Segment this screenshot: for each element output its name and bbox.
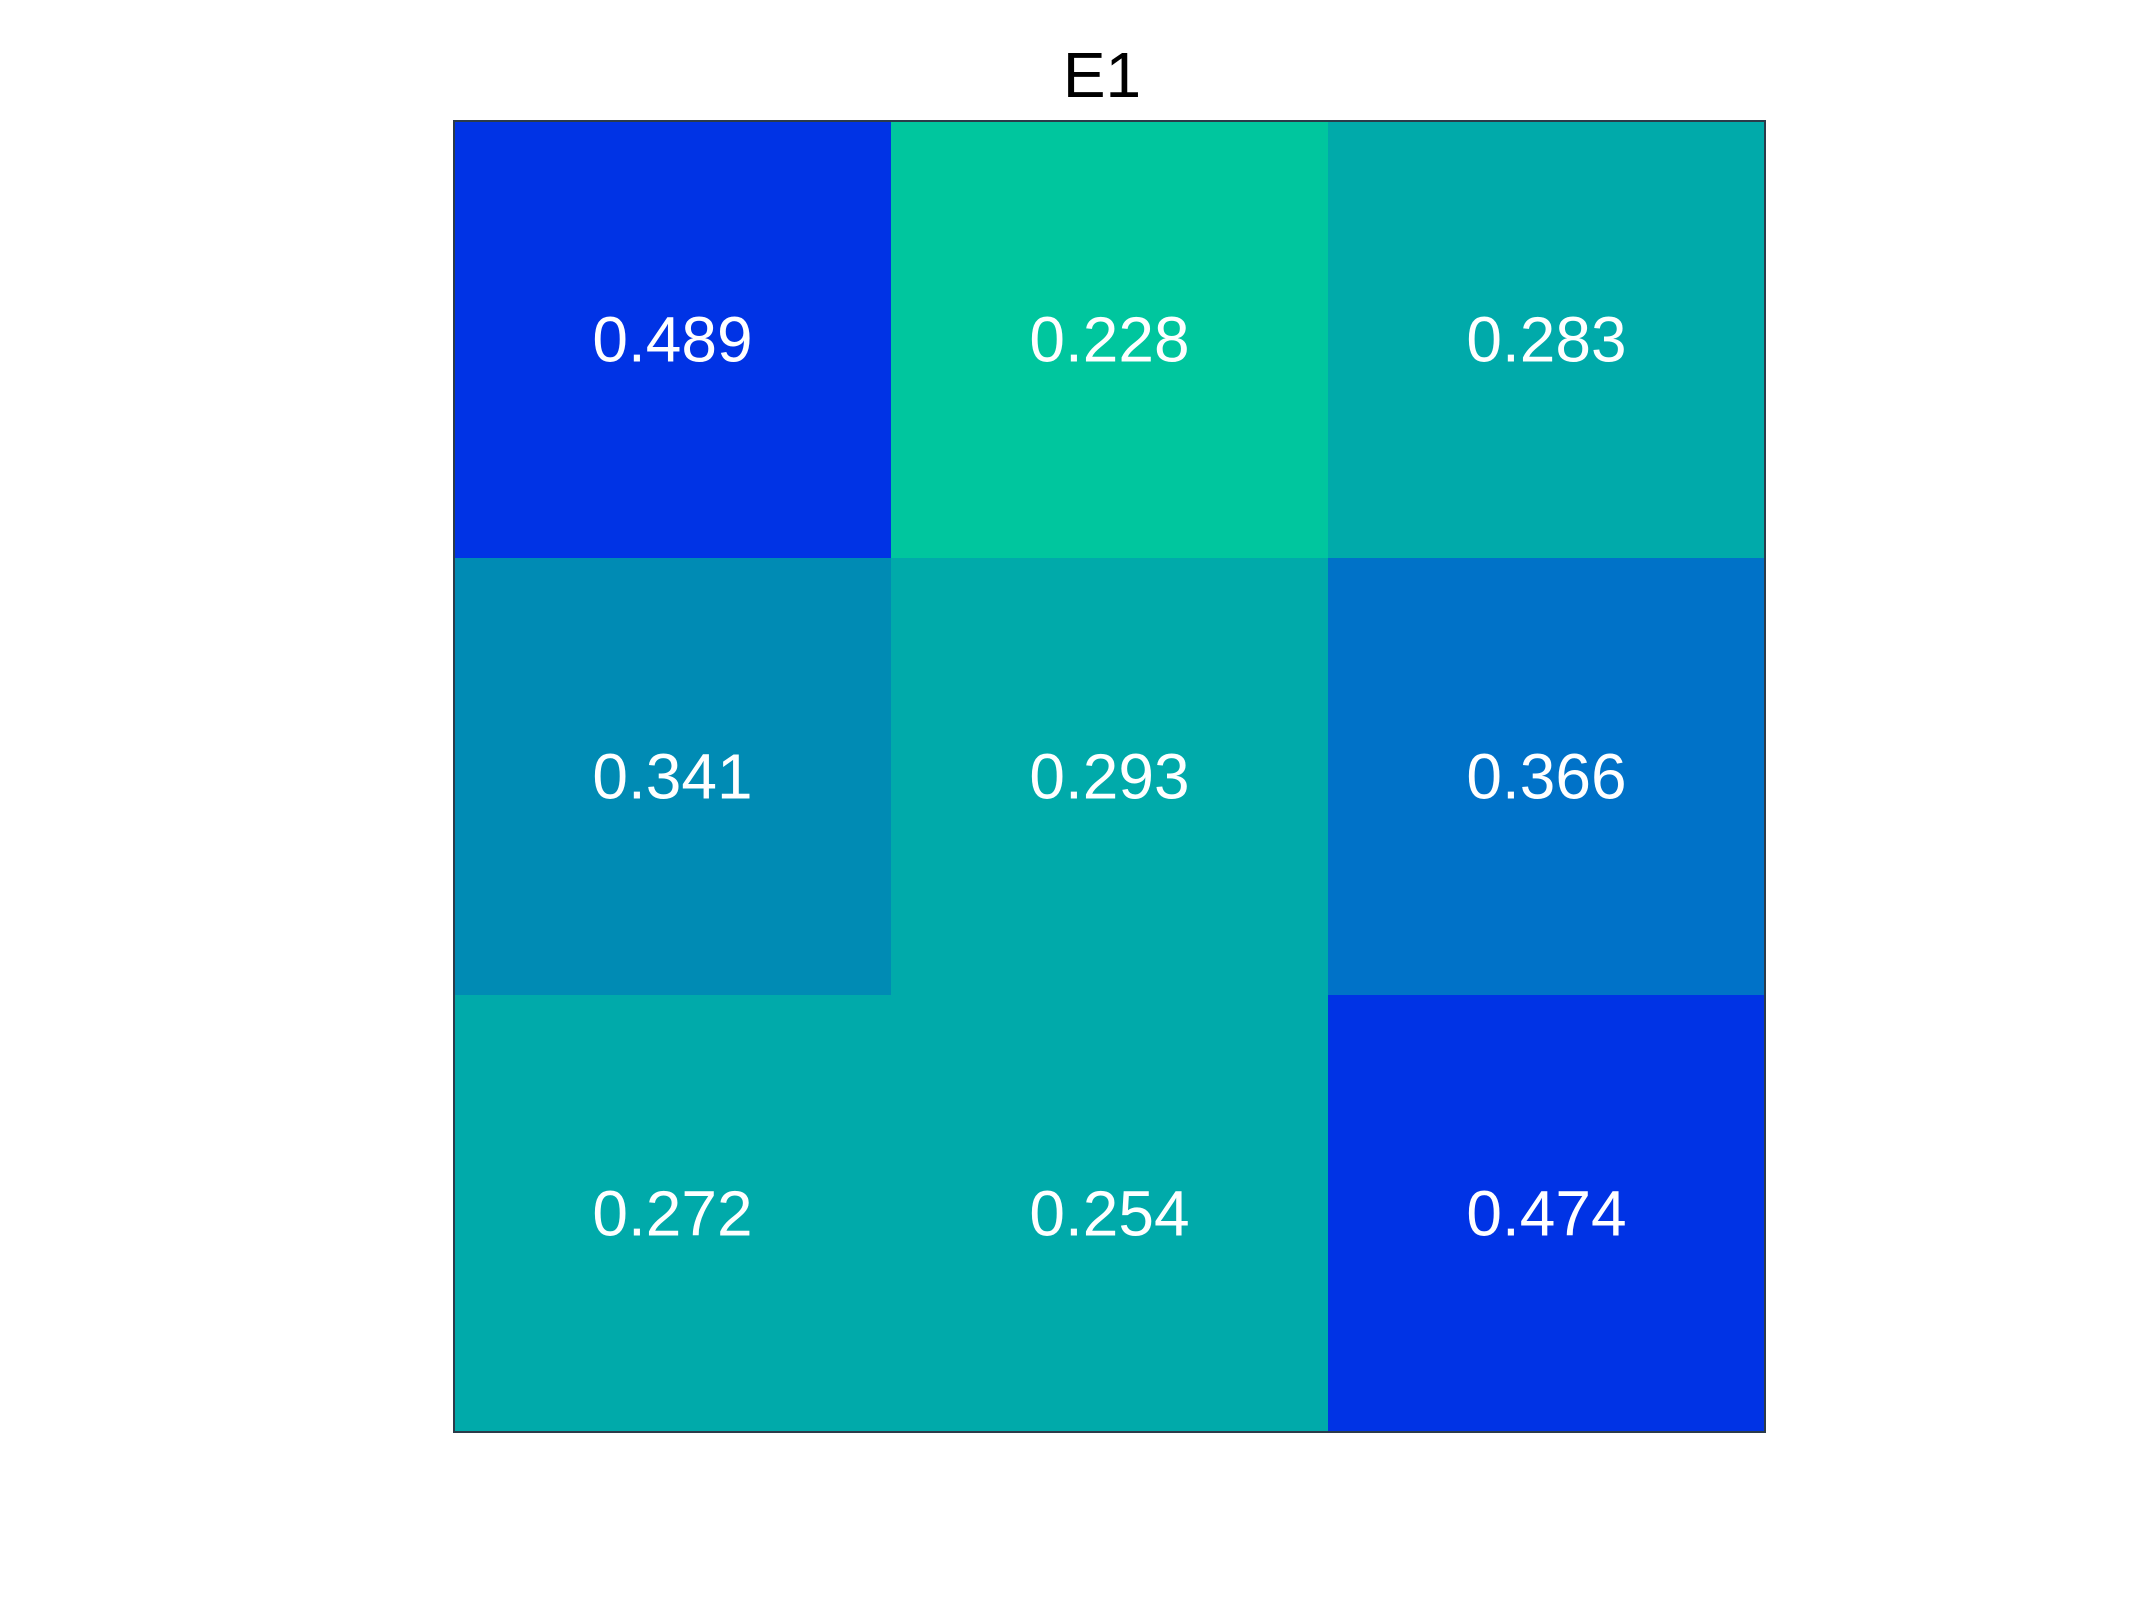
heatmap-value-labels: 0.489 0.228 0.283 0.341 0.293 0.366 0.272 0.254…: [592, 304, 1626, 1250]
heatmap-cell-r1-c1: [454, 121, 892, 559]
cell-value-label-r3-c2: 0.254: [1029, 1178, 1189, 1250]
plot-frame: [453, 120, 1766, 1433]
chart-title: E1: [1063, 39, 1141, 111]
cell-value-label-r3-c3: 0.474: [1466, 1178, 1626, 1250]
heatmap-cells: [454, 121, 1766, 1433]
cell-value-label-r3-c1: 0.272: [592, 1178, 752, 1250]
cell-value-label-r2-c2: 0.293: [1029, 741, 1189, 813]
cell-value-label-r2-c1: 0.341: [592, 741, 752, 813]
heatmap-cell-r3-c2: [891, 995, 1329, 1433]
heatmap-cell-r3-c1: [454, 995, 892, 1433]
heatmap-cell-r2-c2: [891, 558, 1329, 996]
cell-value-label-r2-c3: 0.366: [1466, 741, 1626, 813]
heatmap-cell-r1-c2: [891, 121, 1329, 559]
heatmap-cell-r1-c3: [1328, 121, 1766, 559]
cell-value-label-r1-c2: 0.228: [1029, 304, 1189, 376]
cell-value-label-r1-c1: 0.489: [592, 304, 752, 376]
heatmap-cell-r2-c3: [1328, 558, 1766, 996]
heatmap-cell-r2-c1: [454, 558, 892, 996]
heatmap-cell-r3-c3: [1328, 995, 1766, 1433]
cell-value-label-r1-c3: 0.283: [1466, 304, 1626, 376]
